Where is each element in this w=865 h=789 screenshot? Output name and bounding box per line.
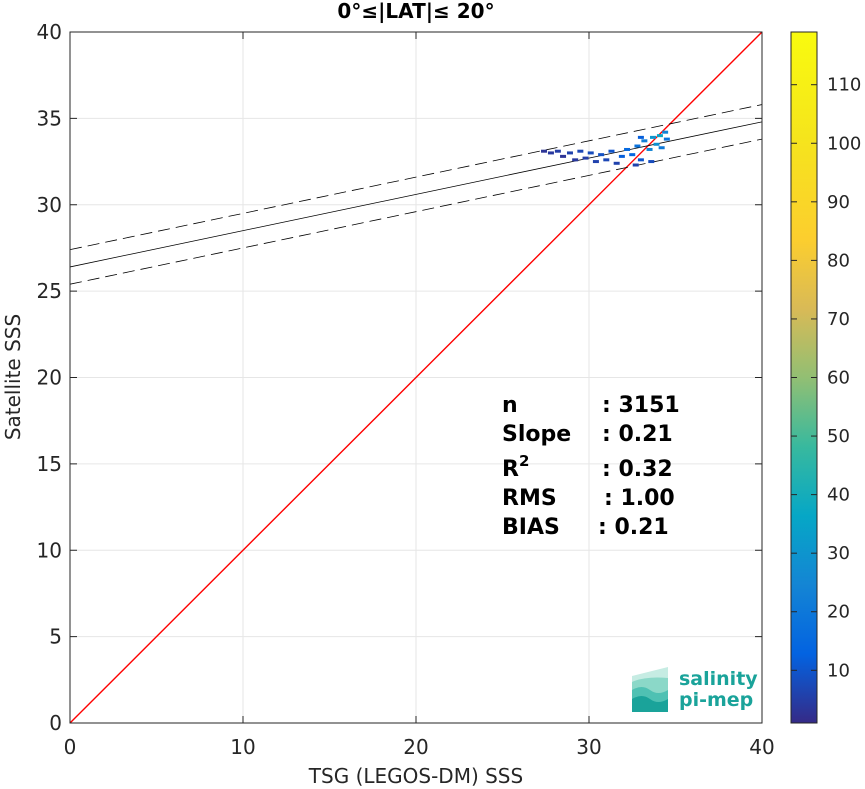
density-point xyxy=(582,156,589,160)
density-point xyxy=(587,151,594,155)
stats-box: n : 3151 Slope : 0.21 R2 : 0.32 RMS : 1.… xyxy=(502,393,680,540)
density-point xyxy=(648,160,655,164)
density-point xyxy=(566,151,573,155)
x-tick-label: 20 xyxy=(403,735,428,759)
stat-r2-sup: 2 xyxy=(519,452,529,470)
colorbar-tick-label: 30 xyxy=(827,543,850,564)
y-tick-label: 40 xyxy=(37,20,62,44)
density-point xyxy=(592,160,599,164)
colorbar-tick-label: 40 xyxy=(827,485,850,506)
density-point xyxy=(629,153,636,157)
colorbar-tick-label: 70 xyxy=(827,309,850,330)
x-tick-label: 40 xyxy=(749,735,774,759)
x-axis-label: TSG (LEGOS-DM) SSS xyxy=(308,764,523,788)
y-tick-label: 30 xyxy=(37,193,62,217)
colorbar-tick-label: 80 xyxy=(827,250,850,271)
regression-upper-bound xyxy=(70,104,762,251)
y-tick-label: 10 xyxy=(37,538,62,562)
stat-n-label: n xyxy=(502,393,518,418)
fit-lines xyxy=(70,32,762,723)
identity-line xyxy=(70,32,762,723)
density-point xyxy=(653,142,660,146)
x-axis-ticks: 0 10 20 30 40 xyxy=(64,32,775,759)
density-point xyxy=(598,153,605,157)
density-point xyxy=(650,135,657,139)
density-points xyxy=(541,130,670,167)
salinity-pi-mep-logo: salinity pi-mep xyxy=(632,667,758,712)
density-point xyxy=(624,147,631,151)
stat-r2-value: : 0.32 xyxy=(602,457,673,482)
density-point xyxy=(613,161,620,165)
colorbar-tick-label: 100 xyxy=(827,133,861,154)
colorbar-tick-label: 60 xyxy=(827,368,850,389)
density-point xyxy=(658,146,665,150)
density-point xyxy=(577,149,584,153)
stat-rms-value: : 1.00 xyxy=(604,486,675,511)
density-point xyxy=(646,147,653,151)
regression-lower-bound xyxy=(70,138,762,285)
density-point xyxy=(634,144,641,148)
density-point xyxy=(641,139,648,143)
y-tick-label: 5 xyxy=(49,625,62,649)
colorbar-ticks: 10 20 30 40 50 60 70 80 90 100 110 xyxy=(791,75,861,681)
colorbar-tick-label: 20 xyxy=(827,602,850,623)
stat-slope-label: Slope xyxy=(502,422,571,447)
y-tick-label: 25 xyxy=(37,279,62,303)
density-point xyxy=(618,154,625,158)
stat-n-value: : 3151 xyxy=(602,393,680,418)
stat-slope-value: : 0.21 xyxy=(602,422,673,447)
density-point xyxy=(560,154,567,158)
x-tick-label: 0 xyxy=(64,735,77,759)
colorbar-tick-label: 50 xyxy=(827,426,850,447)
logo-line2: pi-mep xyxy=(679,689,753,711)
density-point xyxy=(663,137,670,141)
density-point xyxy=(632,163,639,167)
y-tick-label: 15 xyxy=(37,452,62,476)
stat-rms-label: RMS xyxy=(502,486,557,511)
logo-waves-icon xyxy=(632,667,668,712)
x-tick-label: 10 xyxy=(230,735,255,759)
stat-bias-label: BIAS xyxy=(502,515,560,540)
regression-line xyxy=(70,121,762,268)
x-tick-label: 30 xyxy=(576,735,601,759)
colorbar-tick-label: 90 xyxy=(827,192,850,213)
y-tick-label: 20 xyxy=(37,366,62,390)
stat-bias-value: : 0.21 xyxy=(598,515,669,540)
density-point xyxy=(572,158,579,162)
y-tick-label: 0 xyxy=(49,711,62,735)
density-point xyxy=(547,151,554,155)
chart-title: 0°≤|LAT|≤ 20° xyxy=(337,0,494,23)
y-axis-label: Satellite SSS xyxy=(1,314,25,440)
logo-line1: salinity xyxy=(679,668,758,690)
density-point xyxy=(656,134,663,138)
density-point xyxy=(541,149,548,153)
stat-r2-base: R xyxy=(502,457,519,482)
density-point xyxy=(662,130,669,134)
y-axis-ticks: 0 5 10 15 20 25 30 35 40 xyxy=(37,20,762,735)
colorbar-tick-label: 10 xyxy=(827,660,850,681)
y-tick-label: 35 xyxy=(37,106,62,130)
density-point xyxy=(603,158,610,162)
colorbar-tick-label: 110 xyxy=(827,75,861,96)
density-point xyxy=(608,149,615,153)
stat-r2-label: R2 xyxy=(502,452,529,482)
density-point xyxy=(554,149,561,153)
density-point xyxy=(637,135,644,139)
density-point xyxy=(637,158,644,162)
